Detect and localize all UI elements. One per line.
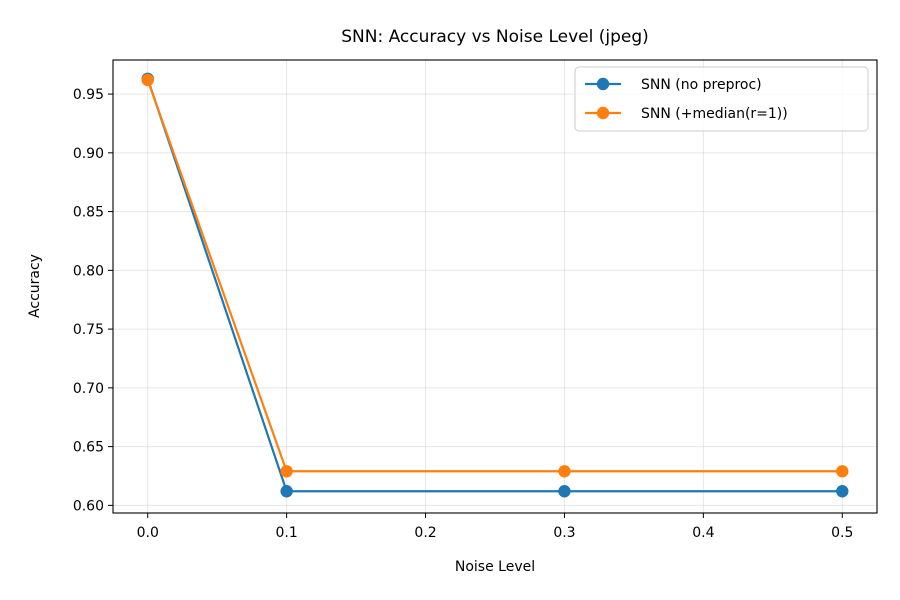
legend-box [574,66,869,132]
data-point [836,465,849,478]
legend-label: SNN (+median(r=1)) [641,106,788,122]
data-point [836,485,849,498]
legend: SNN (no preproc) SNN (+median(r=1)) [574,66,869,132]
y-tick-label: 0.85 [73,205,104,221]
x-tick-label: 0.2 [414,525,436,541]
x-tick-label: 0.1 [276,525,298,541]
y-axis-label: Accuracy [27,254,43,318]
y-tick-label: 0.70 [73,381,104,397]
data-point [558,465,571,478]
ticks: 0.0 0.1 0.2 0.3 0.4 0.5 0.60 0.65 0.70 0.75 0.80 0.… [73,87,854,541]
legend-marker [596,106,610,120]
data-point [280,485,293,498]
chart-title: SNN: Accuracy vs Noise Level (jpeg) [341,27,649,47]
x-tick-label: 0.5 [831,525,853,541]
series-line-1 [146,78,843,493]
x-tick-label: 0.4 [692,525,714,541]
y-tick-label: 0.95 [73,87,104,103]
y-tick-label: 0.60 [73,498,104,514]
x-tick-label: 0.0 [137,525,159,541]
y-tick-label: 0.65 [73,440,104,456]
y-tick-label: 0.80 [73,263,104,279]
legend-label: SNN (no preproc) [641,77,762,93]
plot-frame [112,59,878,514]
x-axis-label: Noise Level [455,559,535,575]
grid [113,60,877,513]
series-line-2 [146,79,843,473]
y-tick-label: 0.90 [73,146,104,162]
series-layer [141,72,849,498]
legend-marker [596,77,610,91]
data-point [280,465,293,478]
y-tick-label: 0.75 [73,322,104,338]
x-tick-label: 0.3 [553,525,575,541]
data-point [141,73,154,87]
data-point [558,485,571,498]
